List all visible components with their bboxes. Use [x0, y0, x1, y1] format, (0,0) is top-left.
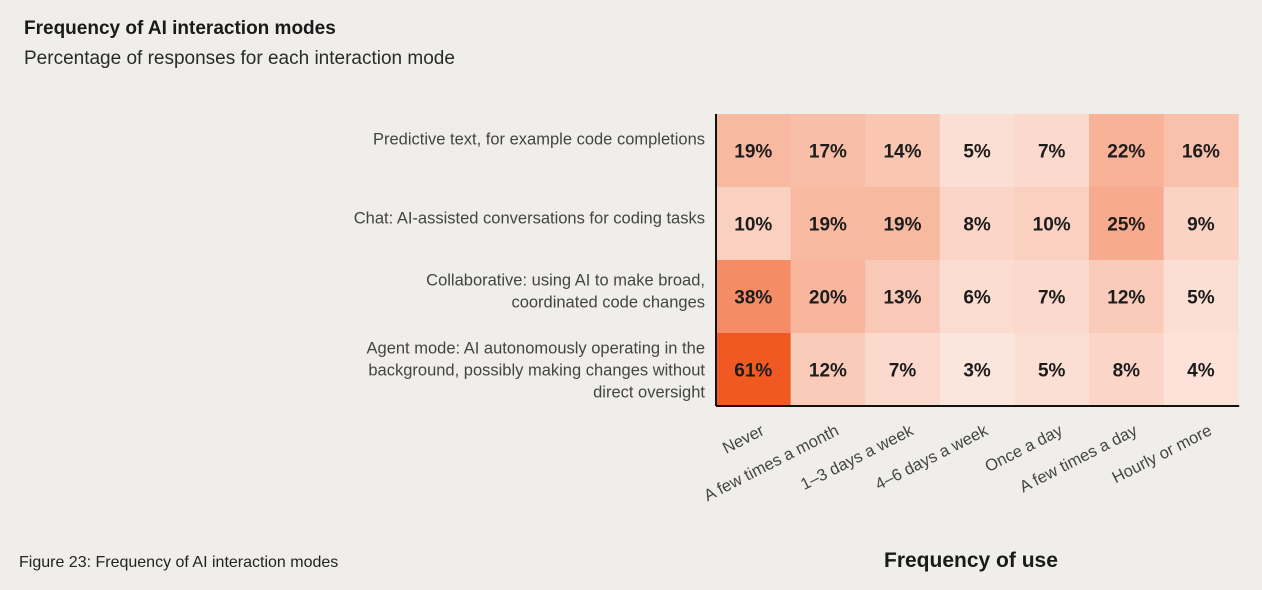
- cell-value-label: 9%: [1187, 215, 1215, 236]
- cell-value-label: 7%: [1038, 288, 1066, 309]
- heatmap-cell: [790, 114, 866, 188]
- cell-value-label: 12%: [1107, 288, 1145, 309]
- cell-value-label: 38%: [734, 288, 772, 309]
- cell-value-label: 10%: [1033, 215, 1071, 236]
- heatmap-cell: [1014, 333, 1090, 407]
- heatmap-cell: [1014, 114, 1090, 188]
- column-tick-label: A few times a month: [701, 422, 842, 505]
- cell-value-label: 19%: [734, 142, 772, 163]
- cell-value-label: 19%: [809, 215, 847, 236]
- cell-value-label: 16%: [1182, 142, 1220, 163]
- heatmap-cell: [939, 114, 1015, 188]
- heatmap-cell: [1089, 333, 1165, 407]
- cell-value-label: 10%: [734, 215, 772, 236]
- x-axis-title: Frequency of use: [884, 549, 1058, 572]
- cell-value-label: 12%: [809, 361, 847, 382]
- cell-value-label: 19%: [883, 215, 921, 236]
- cell-value-label: 3%: [963, 361, 991, 382]
- heatmap-cell: [1089, 260, 1165, 334]
- heatmap-cell: [1163, 260, 1239, 334]
- cell-value-label: 4%: [1187, 361, 1215, 382]
- row-label: Chat: AI-assisted conversations for codi…: [354, 210, 705, 228]
- heatmap-cell: [1089, 114, 1165, 188]
- cell-value-label: 22%: [1107, 142, 1145, 163]
- cell-value-label: 20%: [809, 288, 847, 309]
- heatmap-cell: [1014, 187, 1090, 261]
- heatmap-cell: [1163, 114, 1239, 188]
- heatmap-cell: [1014, 260, 1090, 334]
- chart-subtitle: Percentage of responses for each interac…: [24, 48, 455, 69]
- cell-value-label: 25%: [1107, 215, 1145, 236]
- heatmap-cell: [939, 333, 1015, 407]
- cell-value-label: 14%: [883, 142, 921, 163]
- cell-value-label: 5%: [1038, 361, 1066, 382]
- row-label: Predictive text, for example code comple…: [373, 131, 705, 149]
- row-label: Collaborative: using AI to make broad,: [426, 272, 705, 290]
- heatmap-cell: [1089, 187, 1165, 261]
- cell-value-label: 5%: [1187, 288, 1215, 309]
- cell-value-label: 8%: [1113, 361, 1141, 382]
- heatmap-cell: [790, 333, 866, 407]
- cell-value-label: 5%: [963, 142, 991, 163]
- heatmap-cell: [865, 333, 941, 407]
- heatmap-cell: [865, 260, 941, 334]
- heatmap-cell: [865, 187, 941, 261]
- cell-value-label: 13%: [883, 288, 921, 309]
- chart-title: Frequency of AI interaction modes: [24, 18, 336, 39]
- heatmap-cell: [716, 333, 792, 407]
- row-label: background, possibly making changes with…: [368, 362, 705, 380]
- cell-value-label: 17%: [809, 142, 847, 163]
- heatmap-cell: [865, 114, 941, 188]
- column-tick-label: Never: [720, 421, 768, 457]
- row-label: direct oversight: [593, 384, 705, 402]
- heatmap-cell: [1163, 333, 1239, 407]
- heatmap-cell: [716, 187, 792, 261]
- row-label: Agent mode: AI autonomously operating in…: [367, 340, 705, 358]
- heatmap-cell: [939, 260, 1015, 334]
- heatmap-cell: [716, 260, 792, 334]
- cell-value-label: 7%: [1038, 142, 1066, 163]
- figure-caption: Figure 23: Frequency of AI interaction m…: [19, 554, 339, 571]
- heatmap-cell: [790, 260, 866, 334]
- heatmap-cell: [790, 187, 866, 261]
- cell-value-label: 61%: [734, 361, 772, 382]
- row-label: coordinated code changes: [511, 294, 705, 312]
- cell-value-label: 7%: [889, 361, 917, 382]
- heatmap-cell: [1163, 187, 1239, 261]
- heatmap-cell: [716, 114, 792, 188]
- heatmap-cell: [939, 187, 1015, 261]
- cell-value-label: 8%: [963, 215, 991, 236]
- cell-value-label: 6%: [963, 288, 991, 309]
